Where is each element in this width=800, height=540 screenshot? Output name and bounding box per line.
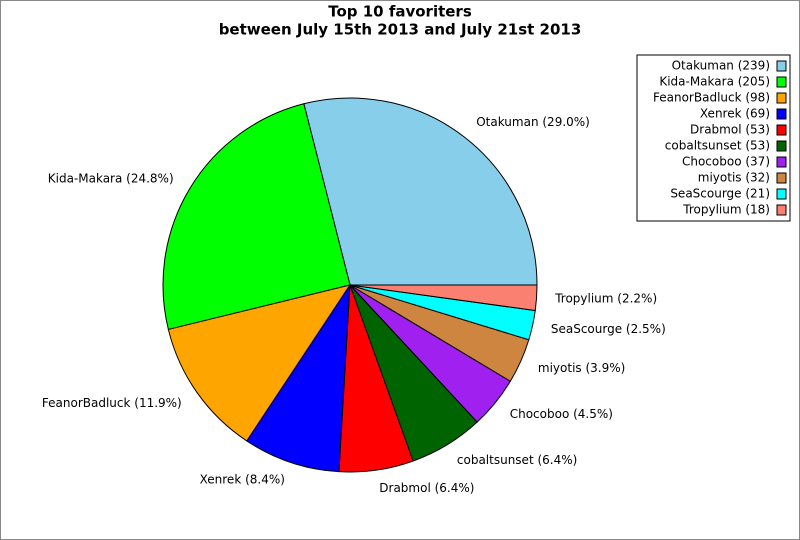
- pie-slice: [303, 97, 538, 286]
- legend-label: Tropylium (18): [682, 203, 770, 217]
- slice-label: cobaltsunset (6.4%): [457, 453, 577, 467]
- legend-label: FeanorBadluck (98): [653, 91, 770, 105]
- legend-swatch: [776, 140, 787, 152]
- slice-label: Kida-Makara (24.8%): [48, 172, 174, 186]
- slice-label: SeaScourge (2.5%): [551, 322, 666, 336]
- legend-swatch: [776, 172, 787, 184]
- legend-box: [636, 54, 791, 222]
- legend-label: miyotis (32): [698, 171, 770, 185]
- pie-slice: [167, 284, 352, 442]
- legend-swatch: [776, 92, 787, 104]
- legend-label: SeaScourge (21): [670, 187, 770, 201]
- legend-swatch: [776, 76, 787, 88]
- slice-label: Xenrek (8.4%): [200, 473, 285, 487]
- slice-label: miyotis (3.9%): [538, 361, 625, 375]
- legend-label: Kida-Makara (205): [659, 75, 770, 89]
- slice-label: Chocoboo (4.5%): [510, 407, 613, 421]
- slice-label: Otakuman (29.0%): [476, 115, 590, 129]
- legend-swatch: [776, 188, 787, 200]
- legend-swatch: [776, 108, 787, 120]
- legend-label: Xenrek (69): [700, 107, 770, 121]
- legend-swatch: [776, 156, 787, 168]
- slice-label: FeanorBadluck (11.9%): [42, 396, 182, 410]
- chart-title: Top 10 favoriters: [328, 3, 472, 21]
- chart-subtitle: between July 15th 2013 and July 21st 201…: [219, 21, 582, 39]
- pie-slice: [162, 103, 351, 331]
- legend-swatch: [776, 60, 787, 72]
- legend-label: Chocoboo (37): [682, 155, 770, 169]
- legend-label: cobaltsunset (53): [665, 139, 770, 153]
- legend-label: Drabmol (53): [690, 123, 770, 137]
- slice-label: Drabmol (6.4%): [379, 481, 474, 495]
- slice-label: Tropylium (2.2%): [554, 292, 657, 306]
- pie-slice: [246, 283, 351, 473]
- legend-swatch: [776, 204, 787, 216]
- legend-swatch: [776, 124, 787, 136]
- legend-label: Otakuman (239): [672, 59, 770, 73]
- pie-slice: [349, 284, 538, 312]
